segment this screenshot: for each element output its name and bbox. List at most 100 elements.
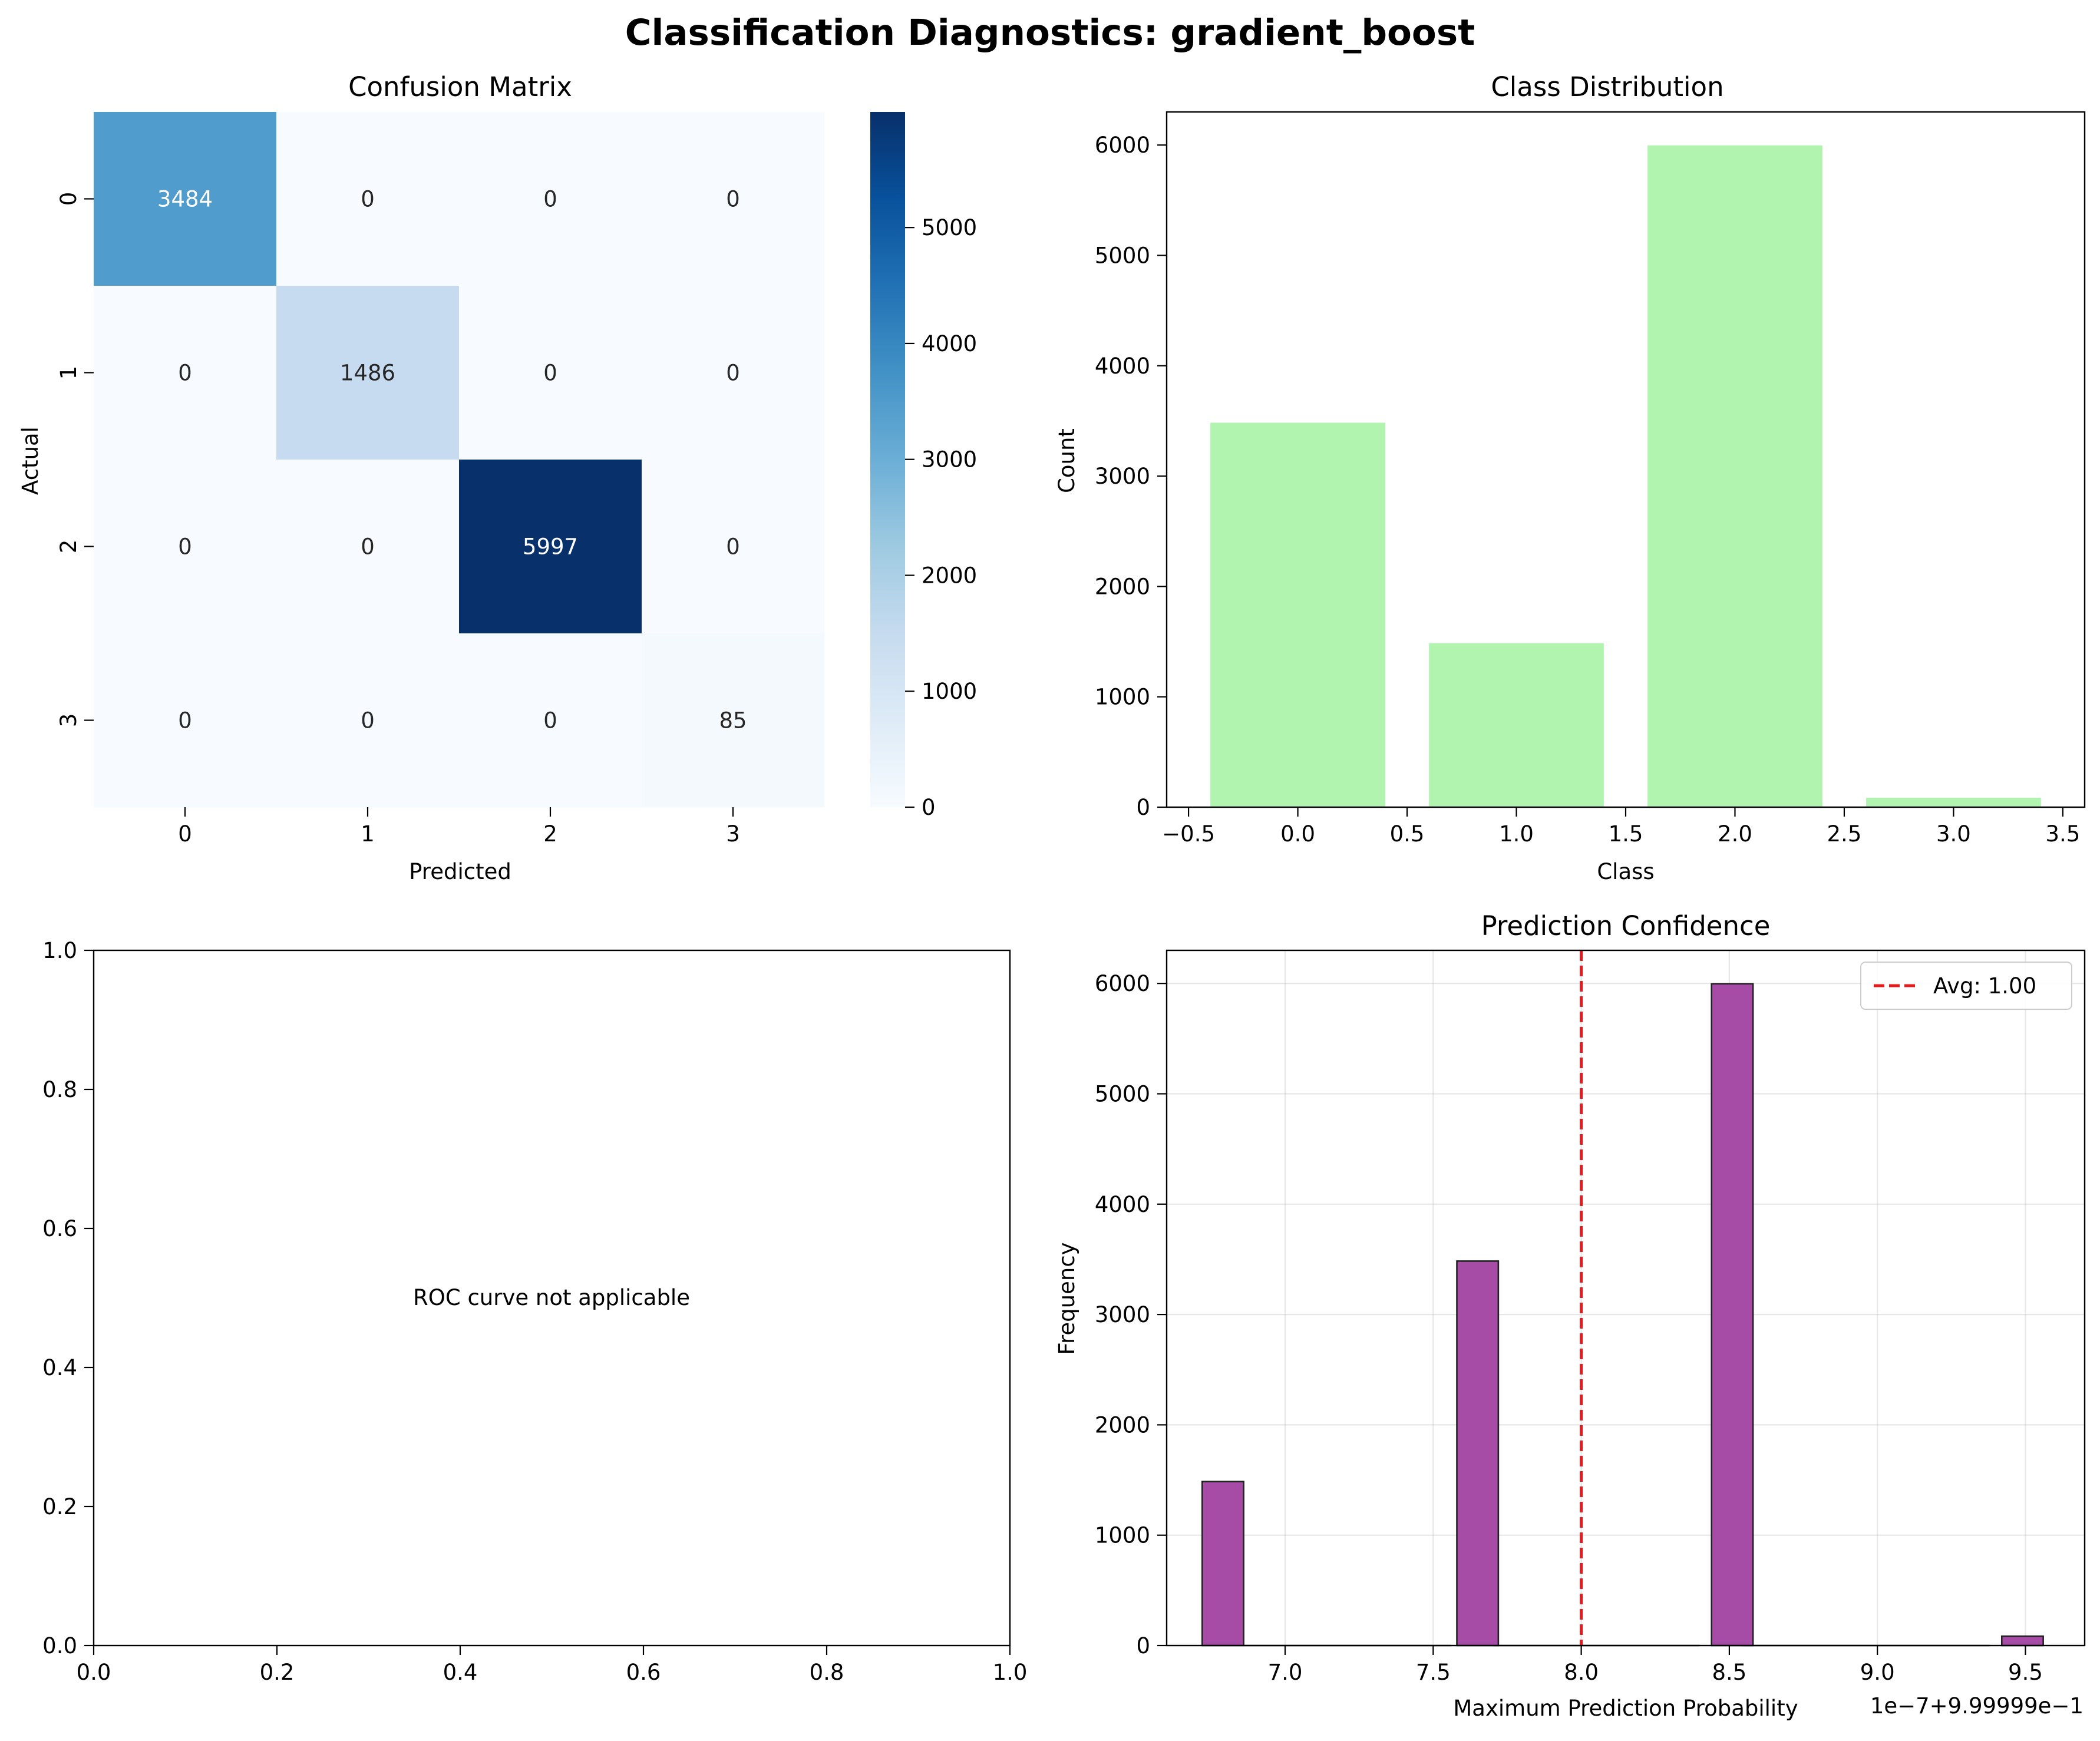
colorbar: 0 1000 2000 3000 4000 5000 <box>870 112 977 820</box>
cell-value-label: 0 <box>726 187 740 212</box>
cell-value-label: 0 <box>726 361 740 386</box>
y-tick-label: 4000 <box>1095 354 1150 379</box>
bar <box>1210 422 1385 807</box>
prediction-confidence-bars <box>1201 983 2044 1647</box>
y-tick-label: 2000 <box>1095 1412 1150 1438</box>
y-tick-label: 1000 <box>1095 685 1150 710</box>
x-tick-label: 1.5 <box>1609 821 1643 847</box>
legend-label: Avg: 1.00 <box>1933 973 2036 999</box>
heatmap-cell <box>276 112 460 286</box>
x-tick-label: 3.0 <box>1936 821 1971 847</box>
histogram-bar <box>1711 983 1754 1647</box>
cell-value-label: 85 <box>719 708 747 734</box>
colorbar-tick-label: 2000 <box>922 563 977 588</box>
prediction-confidence-xlabel: Maximum Prediction Probability <box>1453 1696 1798 1721</box>
x-tick-label: 0.0 <box>1280 821 1315 847</box>
x-tick-label: 2 <box>543 821 557 847</box>
heatmap-cell <box>94 633 277 808</box>
heatmap-cell <box>94 460 277 634</box>
y-tick-label: 1 <box>56 366 81 380</box>
y-tick-label: 6000 <box>1095 133 1150 158</box>
x-tick-label: 0.4 <box>443 1660 478 1685</box>
colorbar-tick-label: 3000 <box>922 447 977 473</box>
y-tick-label: 0.2 <box>42 1494 77 1519</box>
x-tick-label: 8.0 <box>1564 1660 1599 1685</box>
figure-suptitle: Classification Diagnostics: gradient_boo… <box>625 12 1475 54</box>
heatmap-cell <box>642 286 825 460</box>
x-tick-label: 2.0 <box>1718 821 1752 847</box>
bar <box>1866 798 2041 807</box>
colorbar-gradient <box>870 112 905 807</box>
cell-value-label: 0 <box>178 361 192 386</box>
y-tick-label: 5000 <box>1095 243 1150 268</box>
x-tick-label: 9.0 <box>1860 1660 1895 1685</box>
heatmap-cell <box>459 633 642 808</box>
y-tick-label: 0 <box>1136 1633 1150 1659</box>
legend-box <box>1860 962 2072 1010</box>
confusion-matrix-cells: 3484 0 0 0 0 1486 0 0 0 0 5997 0 0 0 0 85 <box>94 112 825 808</box>
cell-value-label: 0 <box>178 534 192 560</box>
x-tick-label: 0.6 <box>626 1660 661 1685</box>
x-tick-label: 0.2 <box>260 1660 295 1685</box>
y-tick-label: 2000 <box>1095 574 1150 599</box>
prediction-confidence-frame <box>1165 949 2086 1647</box>
class-distribution-ticks: −0.5 0.0 0.5 1.0 1.5 2.0 2.5 3.0 3.5 0 1000 2000 300… <box>1095 133 2080 847</box>
cell-value-label: 0 <box>178 708 192 734</box>
confusion-matrix-ylabel: Actual <box>18 427 43 495</box>
prediction-confidence-offset-label: 1e−7+9.99999e−1 <box>1870 1693 2084 1719</box>
cell-value-label: 0 <box>543 187 557 212</box>
confusion-matrix-title: Confusion Matrix <box>348 71 572 103</box>
bar <box>1429 643 1604 807</box>
x-tick-label: 2.5 <box>1827 821 1862 847</box>
cell-value-label: 0 <box>361 534 375 560</box>
confusion-matrix-ticks: 0 1 2 3 0 1 2 3 <box>56 192 740 847</box>
heatmap-cell <box>276 460 460 634</box>
heatmap-cell <box>642 633 825 808</box>
class-distribution-bars <box>1210 145 2041 807</box>
roc-frame <box>93 949 1011 1647</box>
prediction-confidence-ylabel: Frequency <box>1054 1242 1079 1355</box>
x-tick-label: 1.0 <box>1499 821 1534 847</box>
x-tick-label: 7.5 <box>1416 1660 1451 1685</box>
cell-value-label: 0 <box>543 708 557 734</box>
heatmap-cell <box>276 633 460 808</box>
colorbar-tick-label: 5000 <box>922 215 977 240</box>
x-tick-label: 0.5 <box>1390 821 1425 847</box>
y-tick-label: 0.0 <box>42 1633 77 1659</box>
cell-value-label: 0 <box>726 534 740 560</box>
x-tick-label: 0.0 <box>77 1660 111 1685</box>
histogram-bar <box>2000 1635 2044 1647</box>
heatmap-cell <box>459 112 642 286</box>
legend: Avg: 1.00 <box>1860 962 2072 1010</box>
prediction-confidence-panel: Prediction Confidence 7.0 7.5 8.0 8.5 9.0 9.5… <box>1054 910 2086 1721</box>
cell-value-label: 3484 <box>157 187 213 212</box>
x-tick-label: 0.8 <box>810 1660 844 1685</box>
y-tick-label: 3000 <box>1095 1302 1150 1327</box>
prediction-confidence-ticks: 7.0 7.5 8.0 8.5 9.0 9.5 0 1000 2000 3000 4000 5000 6… <box>1095 971 2043 1685</box>
roc-annotation: ROC curve not applicable <box>413 1285 690 1310</box>
x-tick-label: 3.5 <box>2045 821 2080 847</box>
x-tick-label: 1.0 <box>993 1660 1028 1685</box>
heatmap-cell <box>94 286 277 460</box>
histogram-bar <box>1201 1481 1244 1647</box>
y-tick-label: 3000 <box>1095 464 1150 489</box>
x-tick-label: 8.5 <box>1712 1660 1746 1685</box>
confusion-matrix-panel: Confusion Matrix 3484 0 0 00 1486 0 00 0 5997 00 0… <box>18 71 977 884</box>
confusion-matrix-xlabel: Predicted <box>409 859 511 884</box>
colorbar-tick-label: 0 <box>922 795 936 820</box>
y-tick-label: 0.4 <box>42 1355 77 1380</box>
heatmap-cell <box>642 112 825 286</box>
y-tick-label: 6000 <box>1095 971 1150 996</box>
class-distribution-xlabel: Class <box>1597 859 1654 884</box>
class-distribution-ylabel: Count <box>1054 428 1079 493</box>
heatmap-cell <box>459 286 642 460</box>
cell-value-label: 1486 <box>340 361 395 386</box>
x-tick-label: 3 <box>726 821 740 847</box>
x-tick-label: 7.0 <box>1268 1660 1303 1685</box>
heatmap-cell <box>459 460 642 634</box>
y-tick-label: 0.8 <box>42 1077 77 1102</box>
class-distribution-title: Class Distribution <box>1491 71 1723 103</box>
y-tick-label: 2 <box>56 540 81 554</box>
y-tick-label: 5000 <box>1095 1081 1150 1106</box>
